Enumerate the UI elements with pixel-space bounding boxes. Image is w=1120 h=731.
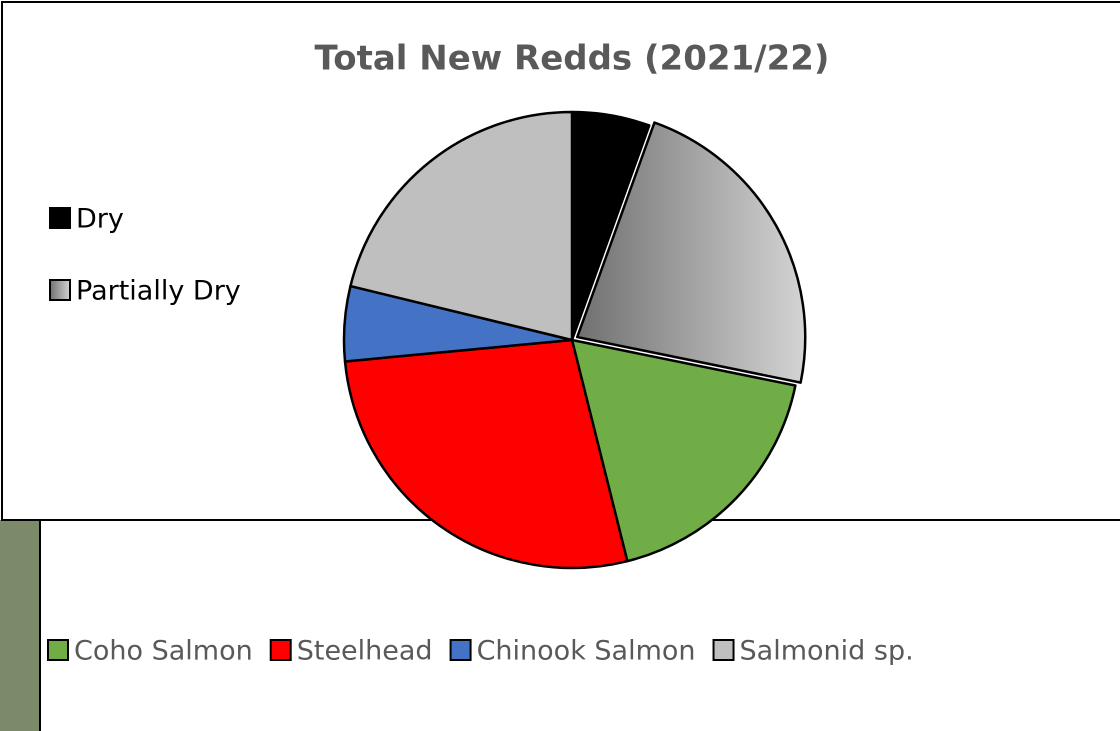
pie-slice bbox=[570, 338, 797, 563]
legend-swatch bbox=[449, 639, 472, 661]
pie-slice bbox=[343, 338, 629, 570]
legend-label: Coho Salmon bbox=[74, 636, 253, 667]
pie-slice bbox=[349, 110, 574, 342]
legend-label: Chinook Salmon bbox=[477, 636, 696, 667]
chart-title: Total New Redds (2021/22) bbox=[315, 39, 830, 79]
legend-label: Steelhead bbox=[297, 636, 433, 667]
legend-swatch bbox=[49, 279, 71, 301]
legend-swatch bbox=[712, 639, 735, 661]
legend-swatch bbox=[47, 639, 69, 661]
photo-strip bbox=[0, 520, 40, 731]
legend-label: Partially Dry bbox=[76, 276, 241, 307]
legend-label: Dry bbox=[76, 204, 124, 235]
legend-label: Salmonid sp. bbox=[740, 636, 914, 667]
pie-slice bbox=[575, 121, 807, 384]
legend-swatch bbox=[269, 639, 292, 661]
legend-swatch bbox=[49, 207, 71, 229]
